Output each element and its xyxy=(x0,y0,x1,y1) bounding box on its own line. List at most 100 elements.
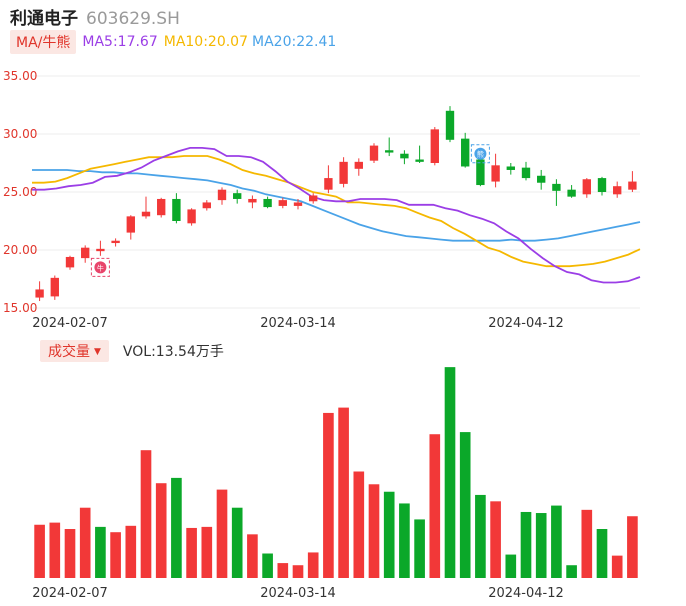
volume-bar xyxy=(277,563,289,578)
volume-indicator-button[interactable]: 成交量 ▼ xyxy=(40,340,109,362)
volume-bar xyxy=(338,407,349,578)
price-y-tick-label: 30.00 xyxy=(3,127,37,141)
candle-body xyxy=(597,178,607,192)
candle-body xyxy=(263,198,272,208)
candle xyxy=(445,106,455,143)
candle-body xyxy=(369,145,379,161)
volume-bar xyxy=(429,434,441,578)
ma5-line xyxy=(32,146,641,284)
candle xyxy=(430,127,439,166)
candle-body xyxy=(354,161,363,169)
volume-bar xyxy=(444,367,456,578)
ma5-label: MA5:17.67 xyxy=(82,34,158,50)
candle xyxy=(50,275,59,300)
candle xyxy=(126,215,135,240)
candle-body xyxy=(415,159,424,162)
volume-bar xyxy=(399,503,410,578)
candle xyxy=(293,198,303,210)
price-y-tick-label: 35.00 xyxy=(3,69,37,83)
candle xyxy=(263,196,272,209)
volume-bar xyxy=(140,450,152,578)
candle xyxy=(81,245,90,263)
candle xyxy=(369,143,379,163)
candle xyxy=(476,157,485,187)
candle-body xyxy=(476,159,485,186)
volume-bar xyxy=(155,483,167,578)
candle xyxy=(172,193,181,224)
candle xyxy=(65,255,75,270)
volume-bar xyxy=(307,552,319,578)
candle xyxy=(521,161,531,181)
candle xyxy=(309,193,318,204)
candle-body xyxy=(339,161,348,184)
candle xyxy=(35,281,44,302)
bear-badge-icon: 熊 xyxy=(470,144,490,164)
volume-bar xyxy=(186,527,197,578)
price-x-tick-label: 2024-03-14 xyxy=(260,316,336,331)
candle-body xyxy=(111,240,120,244)
volume-bar xyxy=(95,526,106,578)
candle-body xyxy=(141,211,151,217)
price-y-tick-label: 25.00 xyxy=(3,185,37,199)
volume-bar xyxy=(414,519,425,578)
volume-x-tick-label: 2024-03-14 xyxy=(260,586,336,601)
candle xyxy=(324,165,333,194)
price-x-tick-label: 2024-02-07 xyxy=(32,316,108,331)
candle-body xyxy=(567,189,576,197)
candle-body xyxy=(217,189,227,201)
candle xyxy=(385,137,394,157)
candle-body xyxy=(35,289,44,298)
volume-bar xyxy=(323,412,334,578)
caret-down-icon: ▼ xyxy=(94,347,101,357)
candle-body xyxy=(96,248,105,252)
volume-bar xyxy=(383,491,395,578)
volume-bar xyxy=(368,484,380,578)
candle-body xyxy=(187,209,196,224)
volume-bar xyxy=(49,522,61,578)
candle-body xyxy=(400,153,409,159)
stock-code: 603629.SH xyxy=(86,9,180,29)
candle-body xyxy=(613,186,622,195)
candle-body xyxy=(81,247,90,259)
candle-body xyxy=(628,181,637,190)
candle xyxy=(597,176,607,196)
candle xyxy=(157,197,166,218)
volume-bar xyxy=(566,565,577,578)
marker-glyph: 熊 xyxy=(477,150,484,159)
marker-dot xyxy=(94,261,107,274)
volume-bar xyxy=(581,509,593,578)
volume-bar xyxy=(505,554,517,578)
volume-bar xyxy=(247,534,258,578)
volume-bar xyxy=(125,525,137,578)
ma10-line xyxy=(32,155,641,268)
candle-body xyxy=(445,110,455,140)
candle-body xyxy=(50,277,59,297)
ma20-label: MA20:22.41 xyxy=(252,34,337,50)
candle-body xyxy=(309,195,318,202)
volume-bar xyxy=(353,471,365,578)
ma10-label: MA10:20.07 xyxy=(163,34,249,50)
candle xyxy=(628,171,637,192)
candle-body xyxy=(491,165,500,182)
candle xyxy=(339,157,348,188)
stock-name: 利通电子 xyxy=(10,9,78,29)
candle-body xyxy=(293,202,303,206)
volume-bar xyxy=(551,505,562,578)
candle-body xyxy=(157,198,166,216)
marker-frame xyxy=(90,257,110,277)
volume-bar xyxy=(79,507,91,578)
ma-bullbear-button[interactable]: MA/牛熊 xyxy=(10,30,77,54)
candle-body xyxy=(537,175,546,183)
price-y-tick-label: 15.00 xyxy=(3,301,37,315)
candle xyxy=(415,145,424,163)
marker-frame xyxy=(470,144,490,164)
candle xyxy=(248,195,257,209)
candle-body xyxy=(430,129,439,163)
candle xyxy=(233,189,242,204)
candle xyxy=(400,150,409,165)
stock-header: 利通电子 603629.SH xyxy=(10,4,180,29)
volume-x-tick-label: 2024-04-12 xyxy=(488,586,564,601)
volume-bar xyxy=(459,432,471,578)
volume-bar xyxy=(262,553,273,578)
